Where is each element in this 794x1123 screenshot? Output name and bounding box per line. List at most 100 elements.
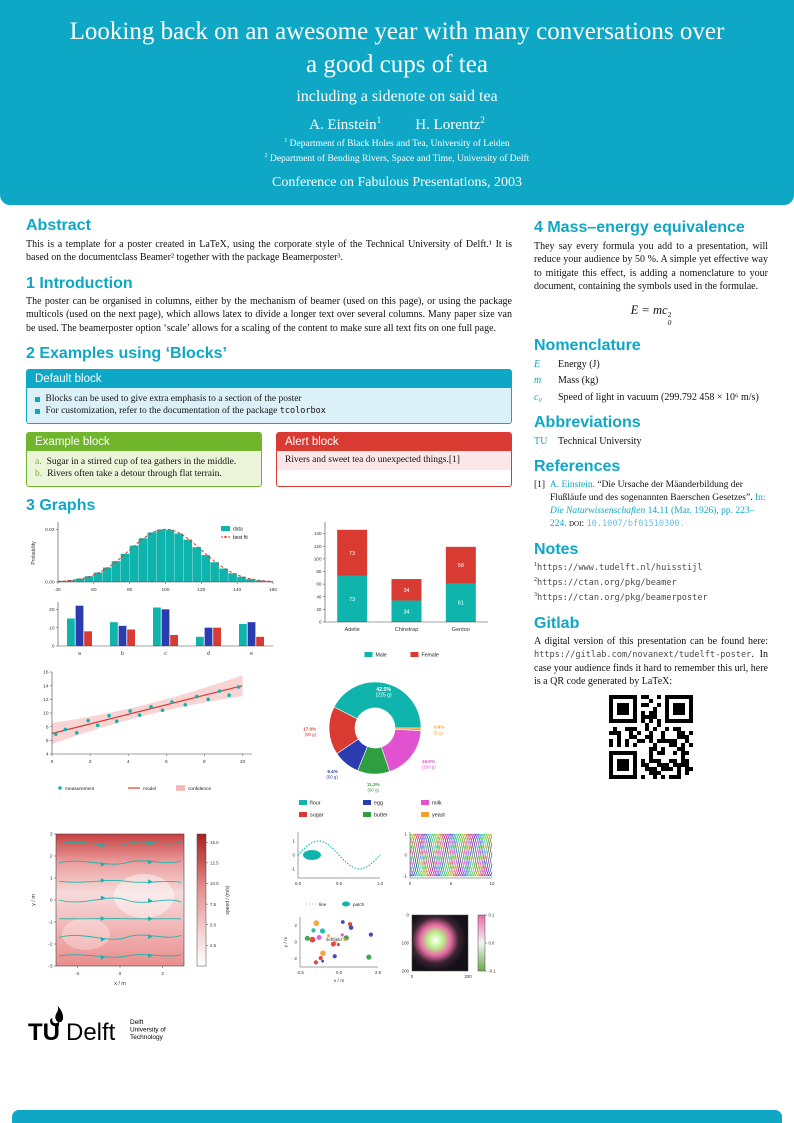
- svg-text:Technology: Technology: [130, 1034, 164, 1041]
- svg-text:2: 2: [50, 854, 53, 860]
- reference-entry: [1] A. Einstein. “Die Ursache der Mäande…: [534, 479, 766, 529]
- svg-text:42.5%: 42.5%: [376, 687, 391, 693]
- svg-text:-2: -2: [75, 971, 80, 977]
- figure-small-multiples: 0.0 0.5 1.0 1 0 -1 line patch 0 5 10 1 0 -1 \leftfie…: [280, 828, 503, 997]
- svg-text:(50 g): (50 g): [326, 775, 338, 780]
- svg-text:140: 140: [314, 531, 322, 536]
- svg-text:2: 2: [89, 759, 92, 765]
- left-column: Abstract This is a template for a poster…: [26, 209, 512, 1046]
- footer-bar: [12, 1110, 782, 1123]
- note-url[interactable]: https://www.tudelft.nl/huisstijl: [536, 562, 703, 573]
- note-url[interactable]: https://ctan.org/pkg/beamer: [536, 577, 677, 588]
- chart-line-patch: 0.0 0.5 1.0 1 0 -1 line patch: [291, 832, 384, 907]
- example-block-title: Example block: [27, 432, 261, 451]
- svg-text:a: a: [78, 651, 81, 657]
- svg-text:12: 12: [43, 697, 49, 703]
- svg-text:y / m: y / m: [31, 894, 37, 906]
- note-url[interactable]: https://ctan.org/pkg/beamerposter: [536, 592, 708, 603]
- alert-block-title: Alert block: [277, 432, 511, 451]
- nomenclature-heading: Nomenclature: [534, 336, 641, 354]
- bullet-icon: [35, 409, 40, 414]
- svg-text:-3: -3: [48, 964, 53, 970]
- chart-donut: 42.5%(225 g) 17.0%(90 g) 9.4%(50 g) 11.3%(6…: [299, 681, 445, 819]
- svg-text:2.5: 2.5: [375, 970, 382, 975]
- svg-text:x / m: x / m: [334, 978, 344, 984]
- svg-text:0: 0: [119, 971, 122, 977]
- svg-text:2: 2: [161, 971, 164, 977]
- svg-text:10: 10: [49, 626, 55, 632]
- note-entry: 2https://ctan.org/pkg/beamer: [534, 576, 677, 588]
- list-item: Blocks can be used to give extra emphasi…: [35, 394, 503, 404]
- svg-text:x / m: x / m: [114, 981, 126, 987]
- gitlab-text: A digital version of this presentation c…: [534, 636, 768, 688]
- svg-text:Chinstrap: Chinstrap: [395, 627, 419, 633]
- affiliation: 2 Department of Bending Rivers, Space an…: [264, 153, 530, 165]
- abstract-text: This is a template for a poster created …: [26, 238, 512, 264]
- svg-text:15.0: 15.0: [210, 840, 219, 845]
- nomenclature-row: E Energy (J): [534, 358, 600, 370]
- blocks-heading: 2 Examples using ‘Blocks’: [26, 344, 227, 362]
- svg-text:16: 16: [43, 670, 49, 676]
- svg-text:0.1: 0.1: [489, 913, 495, 918]
- svg-text:0: 0: [405, 853, 408, 858]
- conference-line: Conference on Fabulous Presentations, 20…: [271, 175, 522, 191]
- svg-text:-1: -1: [403, 874, 407, 879]
- svg-text:Adelie: Adelie: [345, 627, 360, 633]
- svg-text:Delft: Delft: [130, 1019, 144, 1026]
- svg-text:speed / (m/s): speed / (m/s): [225, 885, 231, 915]
- chart-histogram: 40 60 80 100 120 140 160 0.00 0.02 Probability dat…: [31, 522, 277, 593]
- svg-text:61: 61: [458, 601, 464, 607]
- svg-text:best fit: best fit: [233, 535, 248, 541]
- nomenclature-row: c₀ Speed of light in vacuum (299.792 458…: [534, 391, 759, 403]
- svg-text:4: 4: [127, 759, 130, 765]
- note-entry: 3https://ctan.org/pkg/beamerposter: [534, 591, 708, 603]
- svg-text:0.00: 0.00: [45, 580, 55, 586]
- doi-link[interactable]: 10.1007/bf01510300.: [586, 518, 685, 529]
- svg-text:17.0%: 17.0%: [303, 727, 316, 732]
- svg-text:40: 40: [55, 587, 61, 593]
- svg-text:0: 0: [411, 974, 414, 979]
- svg-text:0.0: 0.0: [489, 941, 495, 946]
- gitlab-heading: Gitlab: [534, 614, 580, 632]
- svg-text:2.5: 2.5: [210, 943, 217, 948]
- tudelft-flame-icon: [50, 1005, 64, 1027]
- svg-text:University of: University of: [130, 1027, 166, 1034]
- svg-text:20: 20: [49, 607, 55, 613]
- default-block: Default block Blocks can be used to give…: [26, 368, 512, 424]
- figure-distribution: 40 60 80 100 120 140 160 0.00 0.02 Probability dat…: [26, 518, 281, 662]
- svg-text:-2: -2: [293, 956, 297, 961]
- abbreviations-heading: Abbreviations: [534, 413, 641, 431]
- svg-text:73: 73: [349, 551, 355, 557]
- svg-text:4: 4: [46, 752, 49, 758]
- svg-text:patch: patch: [353, 902, 365, 907]
- alert-block: Alert block Rivers and sweet tea do unex…: [276, 431, 512, 487]
- svg-text:6: 6: [46, 738, 49, 744]
- svg-text:butter: butter: [374, 813, 388, 819]
- svg-text:TU: TU: [28, 1019, 60, 1046]
- references-heading: References: [534, 458, 621, 476]
- notes-heading: Notes: [534, 541, 579, 559]
- svg-text:34: 34: [403, 588, 409, 594]
- introduction-text: The poster can be organised in columns, …: [26, 296, 512, 334]
- example-block: Example block a. Sugar in a stirred cup …: [26, 431, 262, 487]
- svg-text:0.0: 0.0: [295, 881, 302, 886]
- svg-text:120: 120: [314, 544, 322, 549]
- list-item: For customization, refer to the document…: [35, 406, 503, 416]
- svg-text:milk: milk: [432, 801, 442, 807]
- package-name: tcolorbox: [279, 405, 326, 416]
- svg-text:200: 200: [464, 974, 472, 979]
- svg-text:Delft: Delft: [66, 1019, 116, 1046]
- gitlab-url[interactable]: https://gitlab.com/novanext/tudelft-post…: [534, 650, 752, 661]
- svg-text:8: 8: [203, 759, 206, 765]
- svg-text:0: 0: [295, 940, 298, 945]
- svg-text:(100 g): (100 g): [422, 765, 436, 770]
- chart-streamplot: -2 0 2 3 2 1 0 -1 -2 -3 x / m y / m 2.5 5.0 7.5 10.0 12.…: [31, 832, 231, 987]
- svg-text:60: 60: [316, 582, 322, 587]
- svg-text:-1: -1: [291, 867, 295, 872]
- svg-text:18.9%: 18.9%: [422, 759, 435, 764]
- abbreviation-row: TU Technical University: [534, 436, 642, 448]
- mass-energy-heading: 4 Mass–energy equivalence: [534, 219, 745, 237]
